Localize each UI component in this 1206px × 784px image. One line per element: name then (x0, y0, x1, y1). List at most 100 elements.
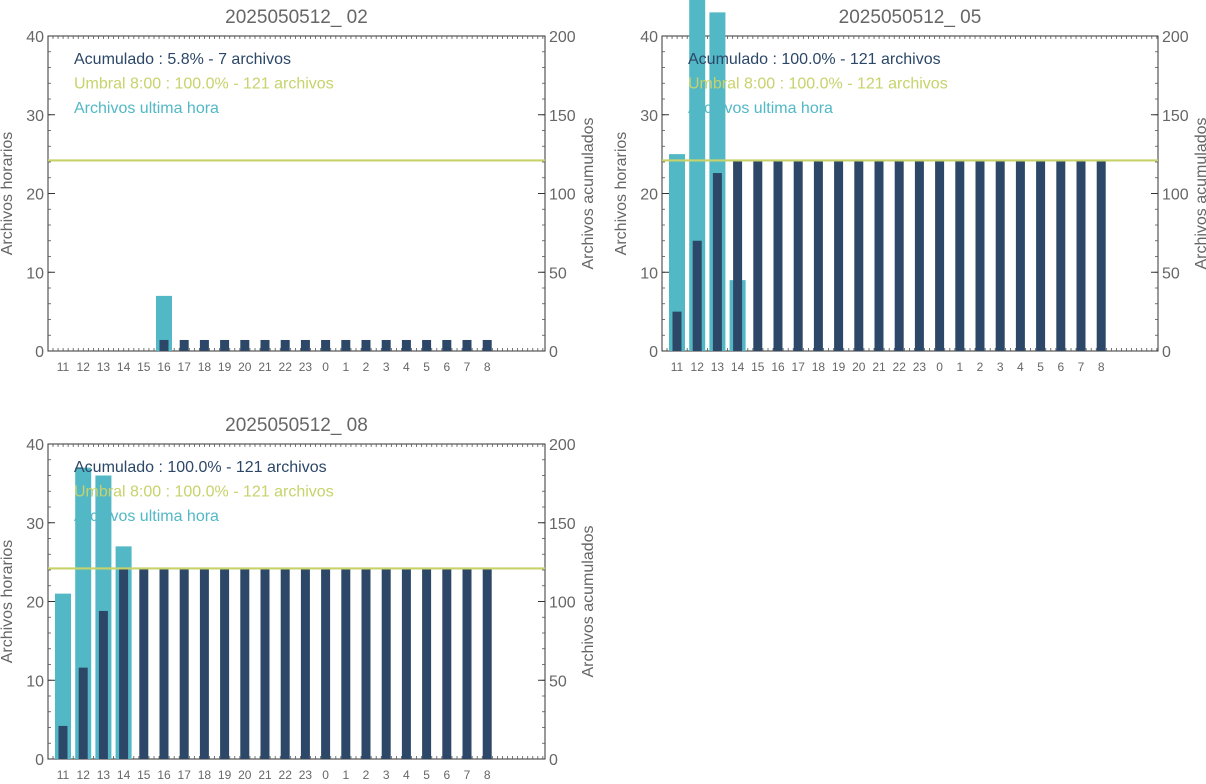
cumulative-bar (692, 240, 702, 351)
x-tick-label: 7 (464, 360, 471, 374)
cumulative-bar (361, 568, 371, 759)
x-tick-label: 11 (57, 768, 70, 779)
x-tick-label: 22 (279, 360, 293, 374)
x-tick-label: 1 (342, 768, 349, 779)
cumulative-bar (773, 160, 783, 351)
cumulative-bar (462, 339, 472, 351)
x-tick-label: 18 (198, 768, 212, 779)
chart-title: 2025050512_ 05 (839, 7, 982, 28)
cumulative-bar (854, 160, 864, 351)
cumulative-bar (422, 339, 432, 351)
cumulative-bar (159, 339, 169, 351)
x-tick-label: 17 (792, 360, 806, 374)
hourly-bar (669, 154, 685, 351)
x-tick-label: 0 (936, 360, 943, 374)
x-tick-label: 4 (1017, 360, 1024, 374)
y-tick-label: 20 (26, 595, 44, 612)
x-tick-label: 7 (1078, 360, 1085, 374)
cumulative-bar (321, 339, 331, 351)
cumulative-bar (139, 568, 149, 759)
y2-axis-label: Archivos acumulados (1193, 117, 1206, 269)
chart-title: 2025050512_ 08 (225, 415, 368, 436)
x-tick-label: 18 (198, 360, 212, 374)
x-tick-label: 17 (178, 360, 192, 374)
x-tick-label: 20 (238, 768, 252, 779)
y-tick-label: 10 (26, 673, 44, 690)
x-tick-label: 8 (484, 360, 491, 374)
y2-tick-label: 100 (549, 595, 576, 612)
x-tick-label: 12 (77, 360, 91, 374)
y-axis-label: Archivos horarios (613, 132, 630, 256)
x-tick-label: 23 (913, 360, 927, 374)
x-tick-label: 15 (137, 768, 151, 779)
x-tick-label: 11 (671, 360, 684, 374)
cumulative-bar (199, 339, 209, 351)
x-tick-label: 13 (97, 768, 111, 779)
legend-threshold: Umbral 8:00 : 100.0% - 121 archivos (74, 484, 334, 501)
x-tick-label: 18 (812, 360, 826, 374)
cumulative-bar (381, 568, 391, 759)
x-tick-label: 0 (322, 360, 329, 374)
cumulative-bar (381, 339, 391, 351)
x-tick-label: 16 (771, 360, 785, 374)
cumulative-bar (401, 568, 411, 759)
cumulative-bar (935, 160, 945, 351)
x-tick-label: 15 (751, 360, 765, 374)
x-tick-label: 13 (97, 360, 111, 374)
legend-hourly: Archivos ultima hora (74, 100, 219, 117)
x-tick-label: 17 (178, 768, 192, 779)
cumulative-bar (78, 667, 88, 759)
x-tick-label: 1 (342, 360, 349, 374)
cumulative-bar (260, 568, 270, 759)
x-tick-label: 5 (423, 768, 430, 779)
x-tick-label: 22 (279, 768, 293, 779)
y-tick-label: 30 (640, 108, 658, 125)
y-tick-label: 0 (35, 752, 44, 769)
cumulative-bar (995, 160, 1005, 351)
legend-threshold: Umbral 8:00 : 100.0% - 121 archivos (74, 76, 334, 93)
x-tick-label: 3 (997, 360, 1004, 374)
legend-hourly: Archivos ultima hora (688, 100, 833, 117)
y2-tick-label: 0 (549, 344, 558, 361)
x-tick-label: 8 (1098, 360, 1105, 374)
x-tick-label: 19 (218, 360, 232, 374)
x-tick-label: 5 (1037, 360, 1044, 374)
cumulative-bar (1036, 160, 1046, 351)
y2-tick-label: 50 (549, 265, 567, 282)
cumulative-bar (874, 160, 884, 351)
x-tick-label: 23 (299, 360, 313, 374)
y2-tick-label: 100 (549, 187, 576, 204)
cumulative-bar (462, 568, 472, 759)
y-tick-label: 0 (35, 344, 44, 361)
x-tick-label: 13 (711, 360, 725, 374)
y-tick-label: 40 (26, 437, 44, 454)
x-tick-label: 21 (258, 768, 272, 779)
x-tick-label: 16 (157, 768, 171, 779)
cumulative-bar (341, 568, 351, 759)
y2-tick-label: 150 (549, 516, 576, 533)
x-tick-label: 4 (403, 768, 410, 779)
cumulative-bar (240, 568, 250, 759)
y2-tick-label: 100 (1162, 187, 1189, 204)
legend-cumulative: Acumulado : 5.8% - 7 archivos (74, 51, 291, 68)
y-tick-label: 40 (26, 29, 44, 46)
legend-cumulative: Acumulado : 100.0% - 121 archivos (688, 51, 941, 68)
cumulative-bar (422, 568, 432, 759)
x-tick-label: 11 (57, 360, 70, 374)
cumulative-bar (482, 339, 492, 351)
x-tick-label: 4 (403, 360, 410, 374)
x-tick-label: 15 (137, 360, 151, 374)
cumulative-bar (482, 568, 492, 759)
x-tick-label: 14 (117, 768, 131, 779)
chart-panel: 2025050512_ 08010203040050100150200Archi… (0, 415, 597, 782)
x-tick-label: 20 (238, 360, 252, 374)
y2-tick-label: 50 (1162, 265, 1180, 282)
legend-threshold: Umbral 8:00 : 100.0% - 121 archivos (688, 76, 948, 93)
x-tick-label: 12 (691, 360, 705, 374)
x-tick-label: 19 (218, 768, 232, 779)
y-tick-label: 10 (26, 265, 44, 282)
y-axis-label: Archivos horarios (0, 132, 16, 256)
y2-tick-label: 200 (549, 437, 576, 454)
y-tick-label: 20 (26, 187, 44, 204)
y-tick-label: 40 (640, 29, 658, 46)
